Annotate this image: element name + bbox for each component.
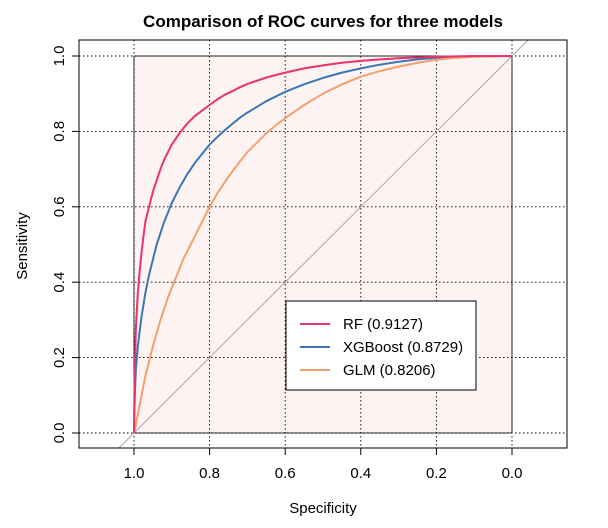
roc-curve-2: [133, 55, 512, 434]
x-tick-label: 0.0: [502, 465, 523, 482]
legend: RF (0.9127) XGBoost (0.8729) GLM (0.8206): [285, 300, 477, 391]
x-axis-title: Specificity: [289, 500, 357, 517]
x-tick-label: 0.6: [275, 465, 296, 482]
y-tick-label: 0.8: [51, 121, 68, 142]
legend-label: XGBoost (0.8729): [343, 339, 463, 356]
legend-box: [285, 300, 477, 391]
roc-curve-1: [133, 55, 512, 434]
y-tick-label: 0.6: [51, 196, 68, 217]
y-tick-label: 0.2: [51, 347, 68, 368]
roc-curve-3: [133, 55, 513, 434]
y-axis: 0.0 0.2 0.4 0.6 0.8 1.0: [51, 46, 79, 444]
plot-frame: [78, 39, 568, 449]
y-tick-label: 0.4: [51, 272, 68, 293]
chart-title: Comparison of ROC curves for three model…: [143, 12, 503, 31]
x-tick-label: 1.0: [124, 465, 145, 482]
y-tick-label: 0.0: [51, 423, 68, 444]
diagonal-reference-line: [118, 39, 529, 449]
x-axis: 1.0 0.8 0.6 0.4 0.2 0.0: [124, 448, 523, 482]
x-tick-label: 0.8: [199, 465, 220, 482]
legend-label: RF (0.9127): [343, 316, 423, 333]
legend-label: GLM (0.8206): [343, 362, 436, 379]
x-tick-label: 0.4: [350, 465, 371, 482]
y-axis-title: Sensitivity: [14, 212, 31, 280]
x-tick-label: 0.2: [426, 465, 447, 482]
y-tick-label: 1.0: [51, 46, 68, 67]
